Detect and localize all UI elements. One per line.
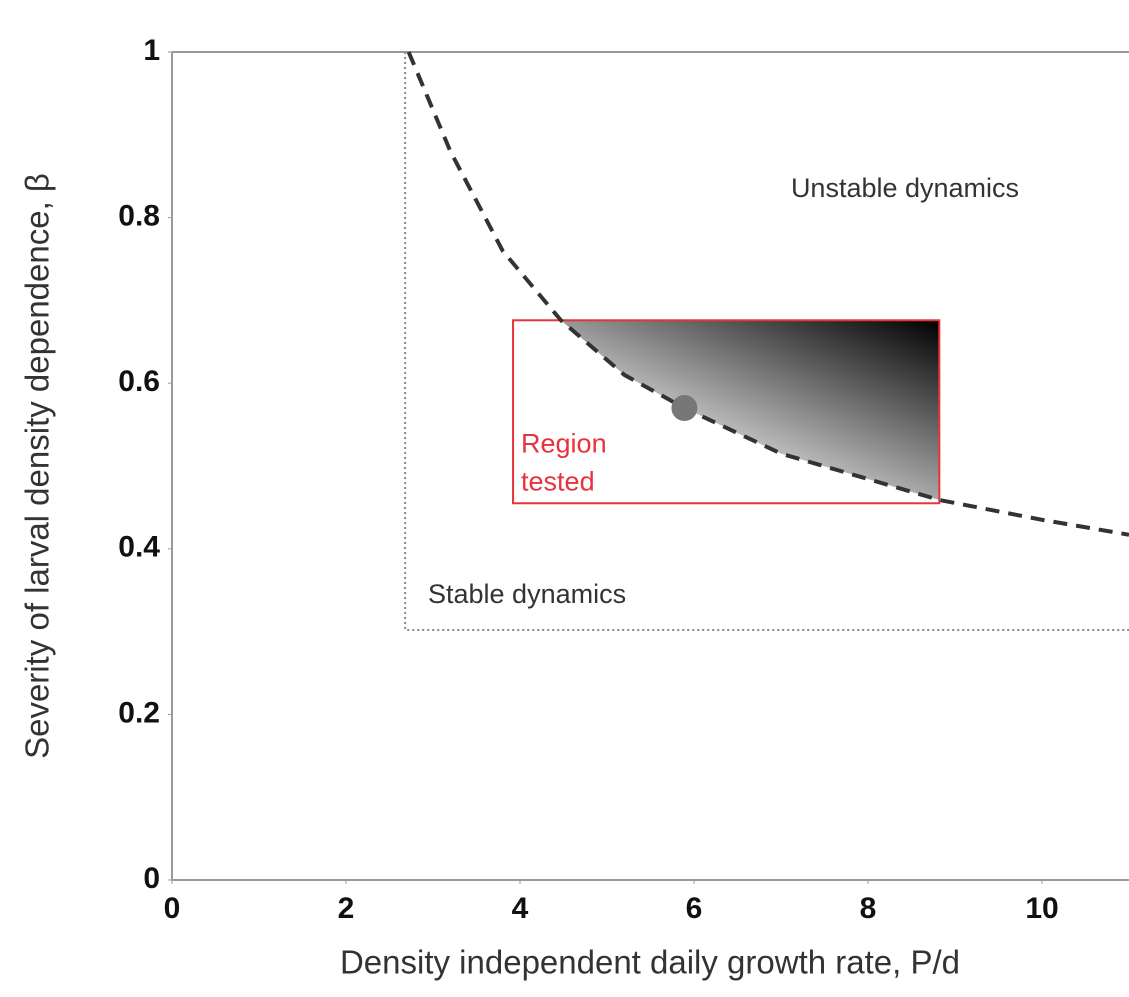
x-tick-label: 8 [860, 892, 877, 925]
x-tick-label: 4 [512, 892, 529, 925]
annotation: Unstable dynamics [791, 173, 1019, 203]
region-tested [512, 319, 941, 505]
x-axis-label: Density independent daily growth rate, P… [340, 944, 960, 981]
region-label: tested [521, 466, 595, 496]
x-tick-label: 2 [338, 892, 355, 925]
boundary-curve [406, 51, 1129, 537]
y-tick-label: 0.6 [118, 365, 160, 398]
annotation: Stable dynamics [428, 579, 626, 609]
y-tick-label: 0 [143, 862, 160, 895]
region-mask [513, 320, 940, 504]
x-tick-label: 6 [686, 892, 703, 925]
point [671, 395, 698, 422]
y-tick-label: 0.8 [118, 200, 160, 233]
y-axis-label: Severity of larval density dependence, β [19, 173, 56, 759]
region-label: Region [521, 428, 607, 458]
x-tick-label: 10 [1025, 892, 1058, 925]
below-curve [513, 320, 940, 504]
y-tick-label: 0.2 [118, 696, 160, 729]
y-tick-label: 1 [143, 34, 160, 67]
stability-boundary [404, 52, 1129, 631]
y-tick-label: 0.4 [118, 531, 160, 564]
x-tick-label: 0 [164, 892, 181, 925]
